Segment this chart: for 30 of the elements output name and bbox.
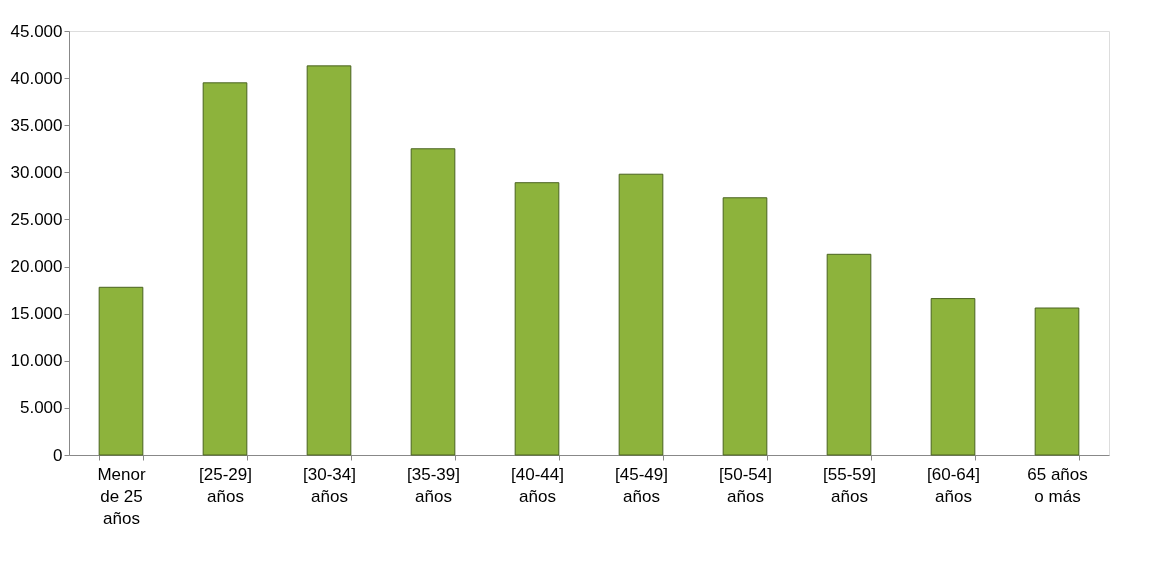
bar [410,148,456,456]
y-tick-label: 20.000 [10,257,63,277]
y-tick-label: 40.000 [10,68,63,88]
y-tick-label: 25.000 [10,209,63,229]
bar [306,65,352,456]
x-tick-label: [35-39] años [407,464,460,506]
bar [722,197,768,456]
bar [202,82,248,456]
y-tick-label: 35.000 [10,115,63,135]
y-tick-label: 5.000 [19,398,63,418]
x-tick-label: [30-34] años [303,464,356,506]
x-tick-label: [25-29] años [199,464,252,506]
bar [514,182,560,456]
x-tick-label: [55-59] años [823,464,876,506]
x-tick-label: Menor de 25 años [97,464,146,528]
bar [826,253,872,456]
x-tick-label: [60-64] años [927,464,980,506]
bar [1034,307,1080,456]
y-tick-label: 0 [53,445,63,465]
y-tick-label: 45.000 [10,21,63,41]
y-tick-label: 10.000 [10,351,63,371]
bar [930,298,976,456]
bar [618,173,664,456]
x-tick-label: [40-44] años [511,464,564,506]
x-tick-label: [50-54] años [719,464,772,506]
y-tick-label: 15.000 [10,304,63,324]
x-tick-label: [45-49] años [615,464,668,506]
bar [98,286,144,456]
x-tick-label: 65 años o más [1027,464,1088,506]
y-tick-label: 30.000 [10,162,63,182]
